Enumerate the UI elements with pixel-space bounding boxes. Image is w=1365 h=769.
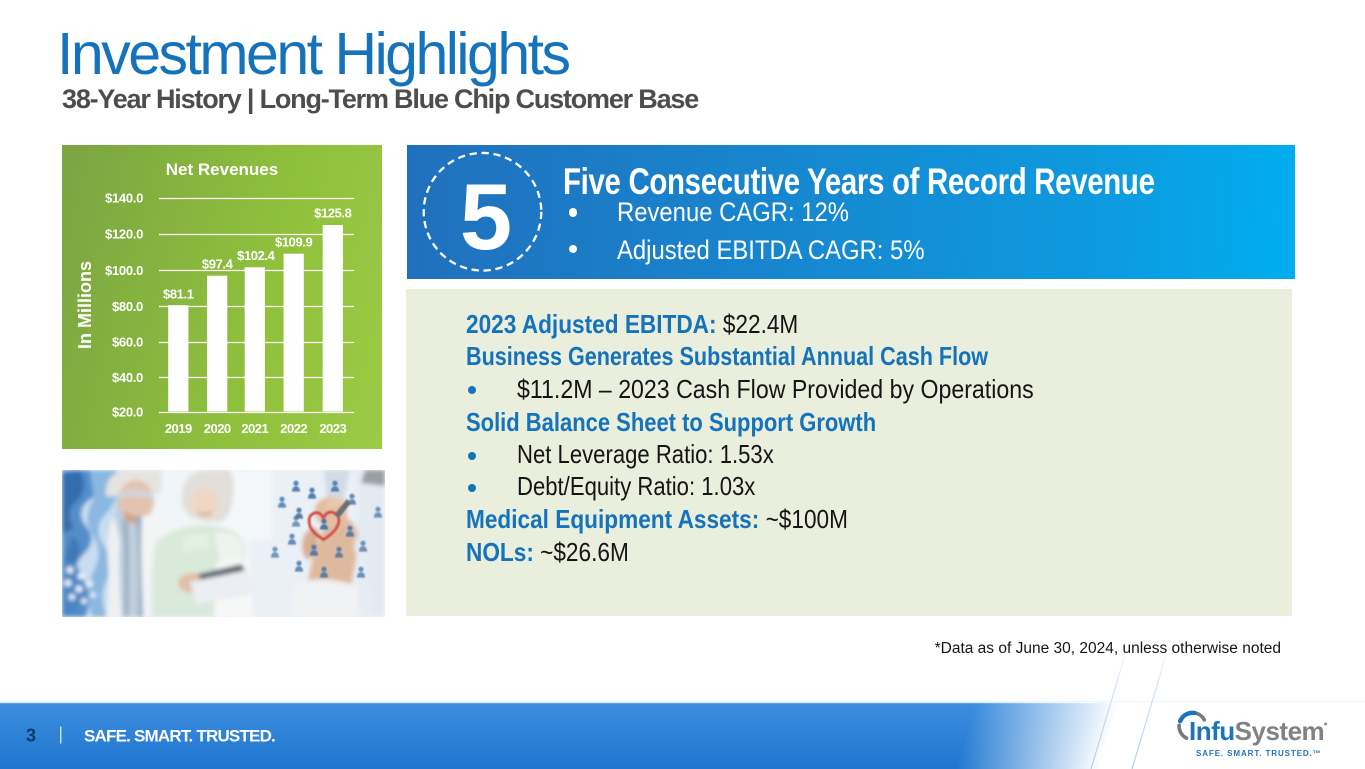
svg-text:$120.0: $120.0	[105, 227, 143, 242]
svg-text:$125.8: $125.8	[314, 206, 352, 221]
svg-text:$109.9: $109.9	[275, 235, 313, 250]
svg-text:InfuSystem: InfuSystem	[1189, 716, 1324, 746]
svg-text:$102.4: $102.4	[237, 248, 276, 263]
svg-text:$20.0: $20.0	[112, 405, 143, 420]
svg-text:In Millions: In Millions	[75, 261, 95, 349]
svg-text:2021: 2021	[241, 421, 268, 436]
svg-text:$97.4: $97.4	[202, 257, 234, 272]
svg-text:2020: 2020	[204, 421, 231, 436]
svg-text:2023: 2023	[319, 421, 346, 436]
svg-text:SAFE. SMART. TRUSTED.: SAFE. SMART. TRUSTED.	[84, 727, 275, 746]
svg-text:2019: 2019	[165, 421, 192, 436]
svg-text:$60.0: $60.0	[112, 335, 143, 350]
svg-text:3: 3	[26, 726, 36, 746]
svg-text:$80.0: $80.0	[112, 299, 143, 314]
svg-text:$100.0: $100.0	[105, 263, 143, 278]
svg-text:SAFE. SMART. TRUSTED.™: SAFE. SMART. TRUSTED.™	[1196, 749, 1322, 758]
svg-text:Net Revenues: Net Revenues	[166, 160, 278, 179]
svg-text:$40.0: $40.0	[112, 370, 143, 385]
svg-text:$81.1: $81.1	[163, 287, 194, 302]
svg-text:$140.0: $140.0	[105, 191, 143, 206]
svg-text:2022: 2022	[280, 421, 307, 436]
